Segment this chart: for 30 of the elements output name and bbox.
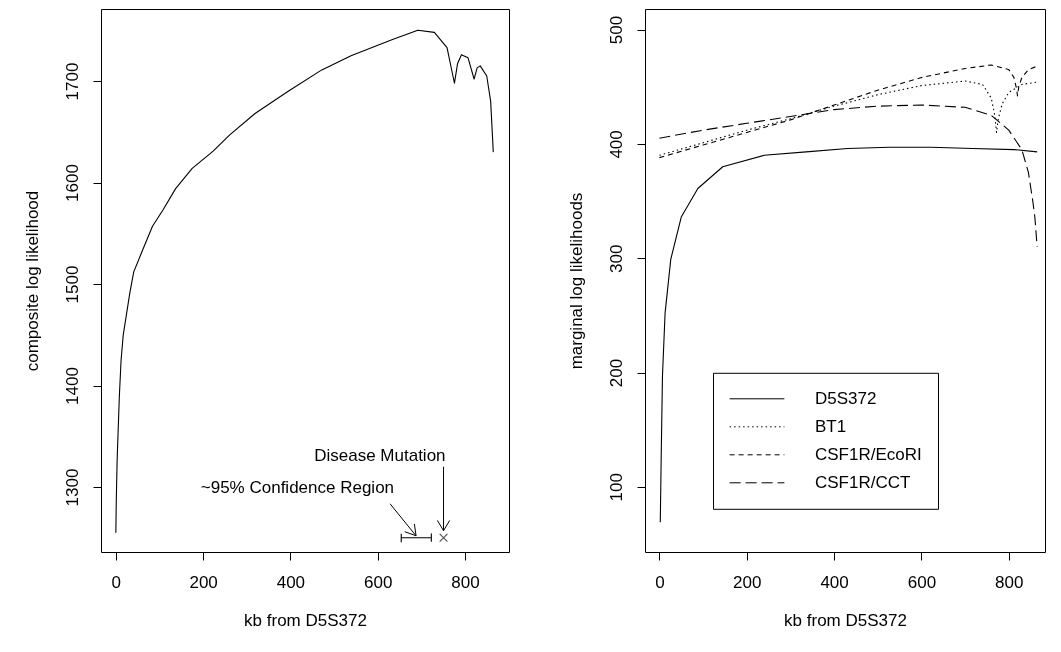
- x-axis-title: kb from D5S372: [784, 610, 907, 630]
- annotation: ~95% Confidence Region: [200, 477, 395, 497]
- x-axis-title: kb from D5S372: [244, 610, 367, 630]
- y-tick-label: 500: [606, 15, 626, 45]
- x-tick-label: 200: [189, 572, 218, 592]
- x-tick-label: 0: [655, 572, 665, 592]
- x-tick-label: 600: [907, 572, 937, 592]
- y-tick-label: 1600: [62, 164, 82, 202]
- y-axis-title: composite log likelihood: [22, 190, 42, 372]
- x-tick-label: 0: [111, 572, 122, 592]
- y-tick-label: 1300: [62, 468, 82, 507]
- y-tick-label: 100: [606, 473, 626, 502]
- legend-label: BT1: [815, 416, 847, 436]
- y-tick-label: 1400: [62, 367, 82, 405]
- legend-label: D5S372: [815, 388, 877, 408]
- legend-label: CSF1R/EcoRI: [815, 444, 922, 464]
- y-tick-label: 1500: [62, 265, 82, 304]
- x-tick-label: 400: [276, 572, 306, 592]
- x-tick-label: 200: [733, 572, 762, 592]
- x-tick-label: 400: [820, 572, 849, 592]
- y-tick-label: 1700: [62, 62, 82, 101]
- x-tick-label: 800: [995, 572, 1024, 592]
- x-tick-label: 800: [451, 572, 480, 592]
- y-tick-label: 400: [606, 130, 626, 159]
- x-tick-label: 600: [363, 572, 393, 592]
- y-tick-label: 300: [606, 244, 626, 273]
- y-tick-label: 200: [606, 358, 626, 388]
- annotation: Disease Mutation: [314, 445, 446, 465]
- y-axis-title: marginal log likelihoods: [566, 192, 586, 370]
- legend-label: CSF1R/CCT: [815, 472, 911, 492]
